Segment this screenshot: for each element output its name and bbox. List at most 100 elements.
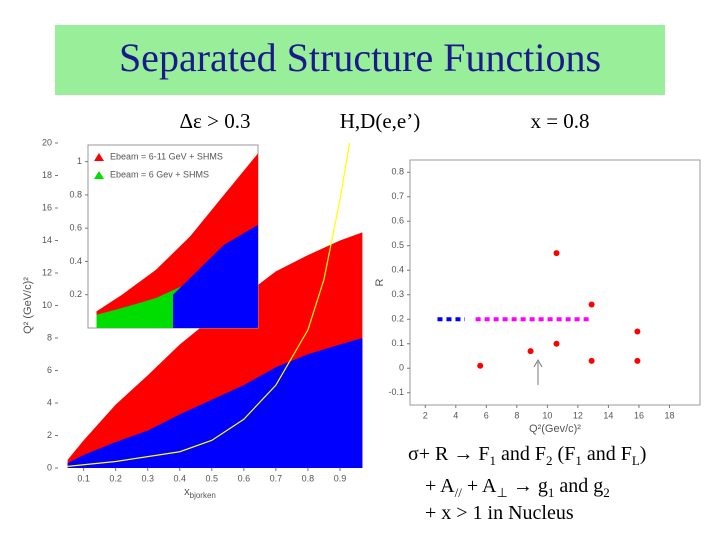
y-tick-label: 14 [42, 235, 52, 245]
y-tick-label: 0.6 [391, 216, 404, 226]
note-text: + A [425, 475, 455, 497]
x-tick-label: 0.5 [206, 473, 219, 483]
note-subscript: 1 [490, 453, 497, 468]
slide-title: Separated Structure Functions [119, 35, 601, 80]
y-tick-label: 0.5 [391, 240, 404, 250]
point [477, 362, 484, 369]
x-tick-label: 0.4 [173, 473, 186, 483]
line [67, 142, 351, 467]
y-tick-label: 0.8 [391, 167, 404, 177]
note-text: (F [553, 443, 576, 465]
note-subscript: 2 [603, 485, 610, 500]
x-tick-label: 4 [453, 410, 458, 420]
y-tick-label: 20 [42, 137, 52, 147]
y-tick-label: 0 [399, 363, 404, 373]
point [553, 340, 560, 347]
point [553, 250, 560, 257]
y-tick-label: 0.1 [391, 338, 404, 348]
note-line: σ+ R → F1 and F2 (F1 and FL) [408, 443, 646, 469]
x-axis-label-main: Q²(Gev/c)² [529, 423, 581, 435]
header-label: Δε > 0.3 [180, 109, 251, 133]
note-text: → g [508, 475, 548, 497]
y-tick-label: 0.2 [391, 314, 404, 324]
note-subscript: ⊥ [496, 485, 507, 500]
y-tick-label: 12 [42, 267, 52, 277]
note-text: σ+ R → F [408, 443, 490, 465]
note-subscript: 1 [575, 453, 582, 468]
x-axis-label-sub: bjorken [190, 491, 216, 500]
chart: 0.2 0.4 0.6 0.8 1 Ebeam = 6-11 GeV + SHMS Ebea… [69, 144, 259, 329]
x-tick-label: 6 [484, 410, 489, 420]
note-text: and F [582, 443, 632, 465]
y-tick-label: 0.8 [69, 189, 82, 199]
note-line: + A// + A⊥ → g1 and g2 [425, 475, 610, 501]
y-tick-label: 1 [77, 156, 82, 166]
note-subscript: L [632, 453, 640, 468]
y-tick-label: 0.3 [391, 289, 404, 299]
x-tick-label: 0.2 [109, 473, 122, 483]
x-tick-label: 2 [423, 410, 428, 420]
chart: -0.1 0 0.1 0.2 0.3 0.4 0.5 0.6 0.7 0.8 2 4 6 8 10 12 14 1… [374, 159, 701, 435]
y-tick-label: 2 [47, 430, 52, 440]
point [527, 348, 534, 355]
title-box [55, 25, 665, 95]
y-tick-label: 0.4 [69, 256, 82, 266]
notes: σ+ R → F1 and F2 (F1 and FL)+ A// + A⊥ →… [408, 443, 646, 524]
header-label: x = 0.8 [530, 109, 589, 133]
x-tick-label: 0.6 [238, 473, 251, 483]
note-subscript: // [455, 485, 463, 500]
note-text: ) [640, 443, 647, 465]
note-subscript: 1 [548, 485, 555, 500]
x-tick-label: 18 [664, 410, 674, 420]
y-tick-label: 18 [42, 170, 52, 180]
x-tick-label: 16 [634, 410, 644, 420]
x-axis-label-main: x [184, 486, 190, 498]
legend-label: Ebeam = 6-11 GeV + SHMS [110, 151, 223, 161]
y-tick-label: 0.4 [391, 265, 404, 275]
note-text: + A [462, 475, 497, 497]
x-tick-label: 0.9 [334, 473, 347, 483]
x-tick-label: 14 [603, 410, 613, 420]
note-line: + x > 1 in Nucleus [425, 502, 574, 524]
note-text: + x > 1 in Nucleus [425, 502, 574, 524]
header-label: H,D(e,e’) [340, 109, 420, 133]
x-tick-label: 10 [542, 410, 552, 420]
legend-marker [94, 153, 104, 161]
area [173, 224, 258, 328]
point [588, 357, 595, 364]
x-tick-label: 0.7 [270, 473, 283, 483]
y-axis-label: Q² (GeV/c)² [22, 277, 34, 334]
y-tick-label: 0.2 [69, 289, 82, 299]
point [634, 357, 641, 364]
legend-label: Ebeam = 6 Gev + SHMS [110, 169, 209, 179]
point [634, 328, 641, 335]
note-text: and F [496, 443, 546, 465]
note-subscript: 2 [546, 453, 553, 468]
x-axis-label: xbjorken [184, 486, 216, 500]
x-tick-label: 0.1 [77, 473, 90, 483]
plot-frame [409, 159, 701, 406]
y-tick-label: -0.1 [388, 387, 404, 397]
arrow-head [533, 358, 543, 368]
y-tick-label: 16 [42, 202, 52, 212]
x-axis-label: Q²(Gev/c)² [529, 423, 581, 435]
x-tick-label: 0.3 [141, 473, 154, 483]
y-tick-label: 6 [47, 365, 52, 375]
x-tick-label: 12 [573, 410, 583, 420]
y-tick-label: 0.6 [69, 223, 82, 233]
y-tick-label: 0 [47, 462, 52, 472]
y-tick-label: 4 [47, 397, 52, 407]
y-tick-label: 0.7 [391, 191, 404, 201]
x-tick-label: 8 [514, 410, 519, 420]
note-text: and g [554, 475, 603, 497]
y-tick-label: 10 [42, 300, 52, 310]
x-tick-label: 0.8 [302, 473, 315, 483]
legend-marker [94, 171, 104, 179]
area [67, 338, 363, 468]
point [588, 301, 595, 308]
y-axis-label: R [374, 278, 386, 286]
area [96, 286, 182, 328]
